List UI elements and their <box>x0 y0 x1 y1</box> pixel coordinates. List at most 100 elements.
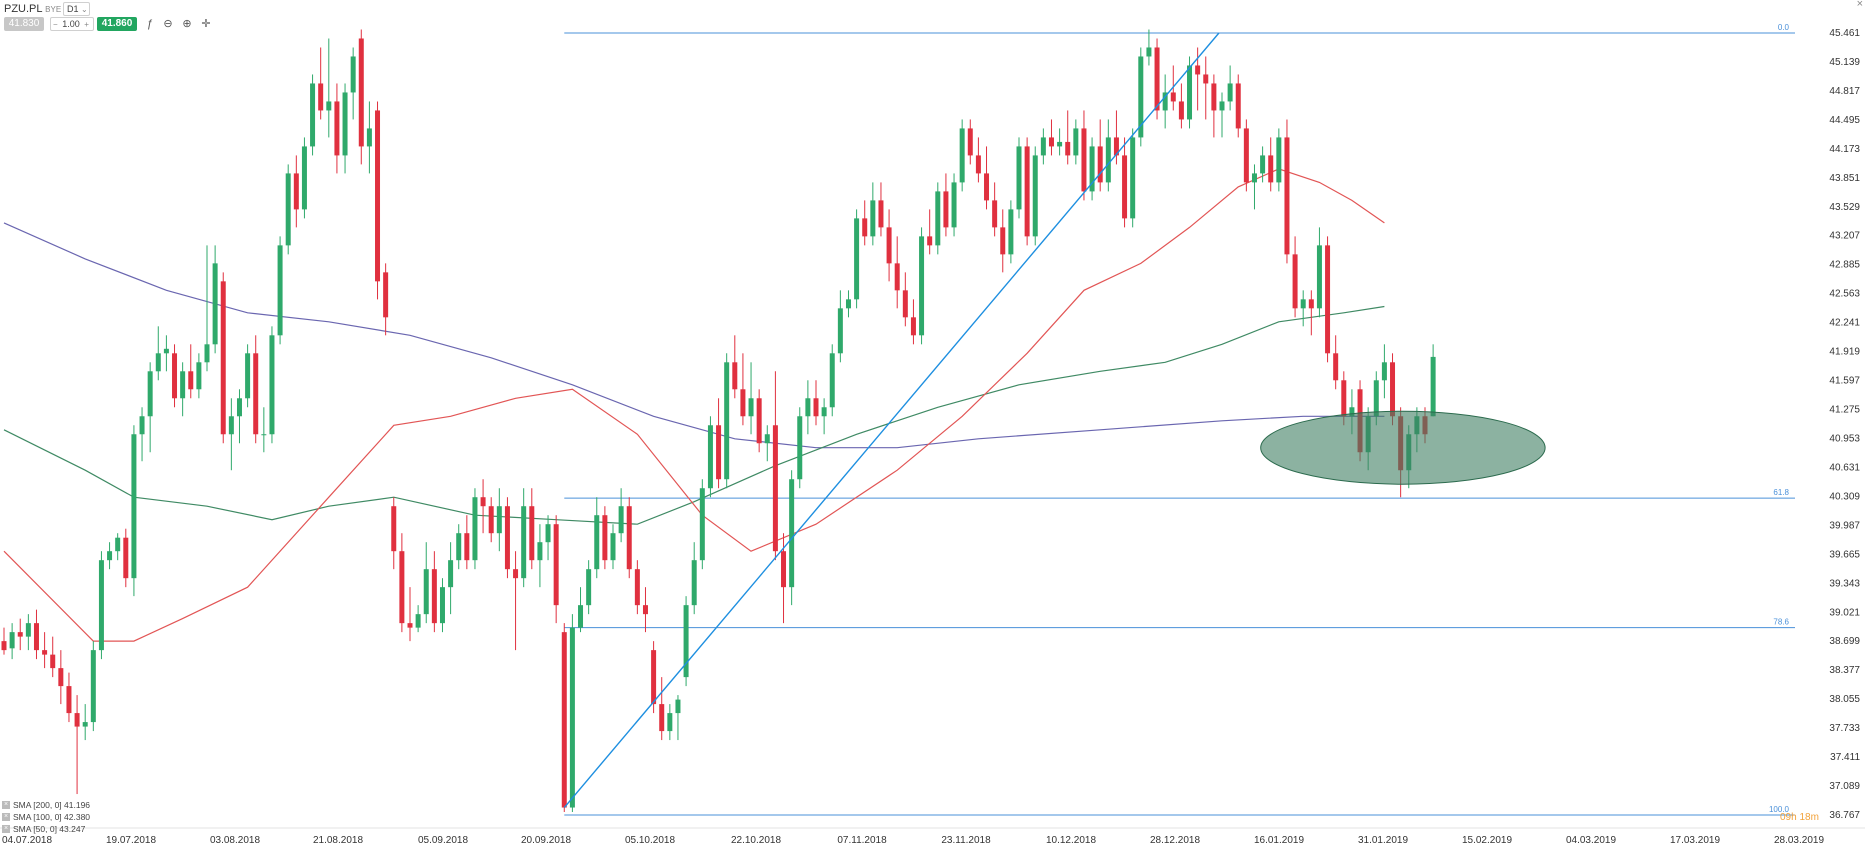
candle-body <box>1430 356 1436 417</box>
quantity-value[interactable]: 1.00 <box>62 19 80 29</box>
candle-body <box>269 335 275 435</box>
candle-body <box>245 353 251 399</box>
candle-body <box>1057 141 1063 147</box>
candle-body <box>74 713 80 727</box>
candle-body <box>1016 146 1022 210</box>
candle-body <box>1284 137 1290 255</box>
y-tick-label: 43.207 <box>1829 231 1860 242</box>
candle-body <box>399 551 405 624</box>
candle-body <box>886 227 892 264</box>
y-tick-label: 41.597 <box>1829 376 1860 387</box>
remove-indicator-icon[interactable]: × <box>2 825 10 833</box>
candle-body <box>163 348 169 354</box>
candle-body <box>1325 245 1331 354</box>
candle-body <box>927 236 933 246</box>
x-tick-label: 04.03.2019 <box>1566 835 1616 846</box>
legend-item[interactable]: × SMA [100, 0] 42.380 <box>2 811 90 823</box>
candle-body <box>529 506 535 561</box>
remove-indicator-icon[interactable]: × <box>2 801 10 809</box>
candle-body <box>561 632 567 808</box>
candle-body <box>748 398 754 417</box>
candle-body <box>740 389 746 417</box>
candle-body <box>553 524 559 606</box>
interval-selector[interactable]: D1 ⌄ <box>63 2 90 16</box>
quantity-stepper[interactable]: − 1.00 + <box>50 17 94 31</box>
candle-body <box>1073 128 1079 156</box>
candle-body <box>1097 146 1103 183</box>
candle-body <box>659 704 665 732</box>
candle-body <box>236 398 242 417</box>
candle-body <box>326 101 332 111</box>
y-tick-label: 42.241 <box>1829 318 1860 329</box>
fib-level-label: 0.0 <box>1778 23 1790 32</box>
candle-body <box>724 362 730 480</box>
candle-body <box>98 560 104 651</box>
legend-item[interactable]: × SMA [50, 0] 43.247 <box>2 823 90 835</box>
x-tick-label: 03.08.2018 <box>210 835 260 846</box>
candle-body <box>667 713 673 732</box>
candle-body <box>569 627 575 808</box>
candle-body <box>139 416 145 435</box>
indicators-icon[interactable]: ƒ <box>146 18 154 30</box>
legend-item[interactable]: × SMA [200, 0] 41.196 <box>2 799 90 811</box>
candle-body <box>821 407 827 417</box>
y-tick-label: 44.817 <box>1829 86 1860 97</box>
remove-indicator-icon[interactable]: × <box>2 813 10 821</box>
candle-body <box>415 614 421 628</box>
candle-body <box>1251 173 1257 183</box>
candle-body <box>391 506 397 552</box>
candle-body <box>285 173 291 246</box>
candle-body <box>975 155 981 174</box>
sell-price-button[interactable]: 41.830 <box>4 17 44 31</box>
x-tick-label: 28.12.2018 <box>1150 835 1200 846</box>
candle-timer: 09h 18m <box>1780 812 1819 823</box>
candle-body <box>1341 380 1347 417</box>
candle-body <box>1081 128 1087 192</box>
y-tick-label: 39.343 <box>1829 578 1860 589</box>
candle-body <box>212 263 218 345</box>
candle-body <box>1000 227 1006 255</box>
symbol-suffix: BYE <box>45 5 62 14</box>
candle-body <box>33 623 39 651</box>
close-icon[interactable]: × <box>1856 0 1863 10</box>
candle-body <box>366 128 372 147</box>
candle-body <box>1154 47 1160 111</box>
candle-body <box>464 533 470 561</box>
candle-body <box>1187 65 1193 120</box>
candle-body <box>984 173 990 201</box>
candle-body <box>1381 362 1387 381</box>
minus-icon[interactable]: − <box>53 20 58 29</box>
candle-body <box>1040 137 1046 156</box>
candle-body <box>521 506 527 579</box>
symbol-selector[interactable]: PZU.PL BYE ⌄ <box>4 3 71 15</box>
candle-body <box>439 587 445 624</box>
candle-body <box>1390 362 1396 417</box>
candle-body <box>1243 128 1249 183</box>
drawings <box>563 32 1546 808</box>
crosshair-icon[interactable]: ✛ <box>201 18 211 30</box>
candle-body <box>375 110 381 282</box>
candle-body <box>456 533 462 561</box>
candle-body <box>1276 137 1282 183</box>
x-tick-label: 15.02.2019 <box>1462 835 1512 846</box>
candle-body <box>50 654 56 669</box>
y-tick-label: 38.055 <box>1829 694 1860 705</box>
legend-label: SMA [50, 0] 43.247 <box>13 824 86 834</box>
buy-price-button[interactable]: 41.860 <box>97 17 137 31</box>
candle-body <box>797 416 803 480</box>
candle-body <box>707 425 713 489</box>
zoom-in-icon[interactable]: ⊕ <box>182 18 192 30</box>
candle-body <box>1048 137 1054 147</box>
candle-body <box>894 263 900 291</box>
y-tick-label: 40.953 <box>1829 433 1860 444</box>
candle-body <box>1122 155 1128 219</box>
zoom-out-icon[interactable]: ⊖ <box>163 18 173 30</box>
candle-body <box>1032 155 1038 237</box>
candle-body <box>1024 146 1030 237</box>
candle-body <box>1 641 7 651</box>
plus-icon[interactable]: + <box>84 20 89 29</box>
candle-body <box>17 632 23 637</box>
candle-body <box>772 425 778 552</box>
x-tick-label: 19.07.2018 <box>106 835 156 846</box>
